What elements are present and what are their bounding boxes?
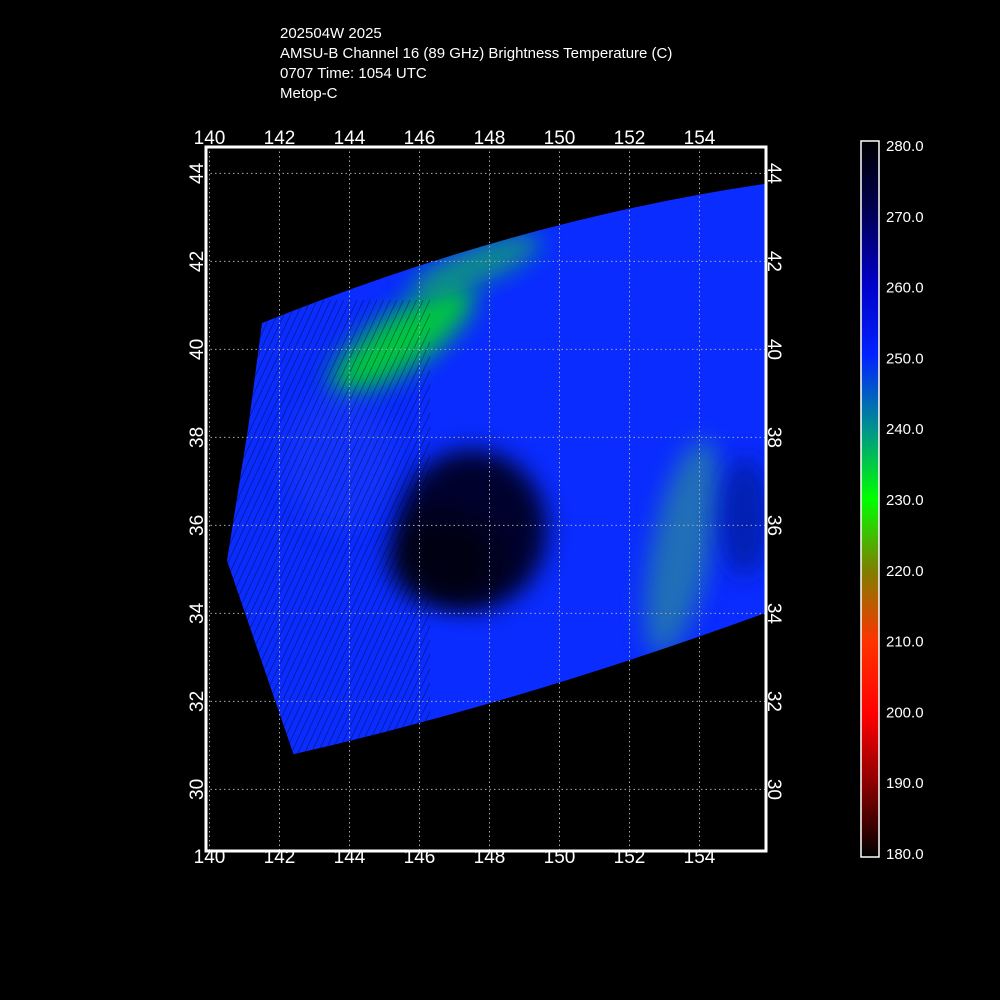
lat-lon-grid: [206, 147, 766, 851]
x-tick-top-label: 148: [474, 128, 506, 149]
cold-rainband-east-feature: [644, 439, 720, 656]
axis-ticks: 140 140 142 142 144 144 146 146 148 148 150 150 152 1…: [187, 128, 784, 868]
x-tick-top-label: 150: [544, 128, 576, 149]
colorbar-tick-label: 230.0: [886, 492, 924, 509]
x-tick-bottom-label: 154: [684, 847, 716, 868]
x-tick-top-label: 152: [614, 128, 646, 149]
y-tick-right-label: 38: [763, 427, 784, 448]
colorbar-tick-label: 210.0: [886, 634, 924, 651]
scan-line-texture: [227, 300, 430, 755]
satellite-label: Metop-C: [280, 85, 338, 102]
x-tick-top-label: 142: [264, 128, 296, 149]
colorbar: 280.0 270.0 260.0 250.0 240.0 230.0 220.0 210.0…: [860, 138, 924, 863]
y-tick-left-label: 30: [187, 779, 208, 800]
map-frame: [204, 145, 768, 853]
y-tick-right-label: 42: [763, 251, 784, 272]
y-tick-left-label: 44: [187, 162, 208, 184]
y-tick-left-label: 40: [187, 339, 208, 360]
y-tick-left-label: 36: [187, 515, 208, 536]
x-tick-top-label: 140: [194, 128, 226, 149]
y-tick-left-label: 42: [187, 251, 208, 272]
east-edge-shading: [720, 456, 766, 577]
storm-id: 202504W 2025: [280, 25, 382, 42]
y-tick-left-label: 34: [187, 602, 208, 624]
colorbar-tick-label: 240.0: [886, 421, 924, 438]
chart-header: 202504W 2025 AMSU-B Channel 16 (89 GHz) …: [280, 24, 672, 104]
x-tick-bottom-label: 142: [264, 847, 296, 868]
colorbar-tick-label: 200.0: [886, 704, 924, 721]
x-tick-bottom-label: 152: [614, 847, 646, 868]
x-tick-bottom-label: 144: [334, 847, 366, 868]
x-tick-top-label: 146: [404, 128, 436, 149]
colorbar-tick-label: 260.0: [886, 280, 924, 297]
x-tick-bottom-label: 140: [194, 847, 226, 868]
y-tick-left-label: 38: [187, 427, 208, 448]
colorbar-tick-label: 270.0: [886, 209, 924, 226]
chart-title: AMSU-B Channel 16 (89 GHz) Brightness Te…: [280, 45, 673, 62]
colorbar-tick-label: 250.0: [886, 350, 924, 367]
y-tick-right-label: 30: [763, 779, 784, 800]
x-tick-bottom-label: 146: [404, 847, 436, 868]
x-tick-bottom-label: 148: [474, 847, 506, 868]
y-tick-right-label: 32: [763, 691, 784, 712]
y-tick-right-label: 34: [763, 603, 784, 625]
cold-rainband-ne-feature: [410, 234, 541, 297]
colorbar-scale: [860, 140, 880, 858]
colorbar-tick-label: 180.0: [886, 846, 924, 863]
x-tick-top-label: 154: [684, 128, 716, 149]
x-tick-bottom-label: 150: [544, 847, 576, 868]
y-tick-right-label: 40: [763, 339, 784, 360]
colorbar-tick-label: 190.0: [886, 775, 924, 792]
x-tick-top-label: 144: [334, 128, 366, 149]
colorbar-tick-label: 220.0: [886, 563, 924, 580]
colorbar-tick-label: 280.0: [886, 138, 924, 155]
time-label: 0707 Time: 1054 UTC: [280, 65, 427, 82]
y-tick-right-label: 44: [763, 163, 784, 185]
y-tick-right-label: 36: [763, 515, 784, 536]
y-tick-left-label: 32: [187, 691, 208, 712]
